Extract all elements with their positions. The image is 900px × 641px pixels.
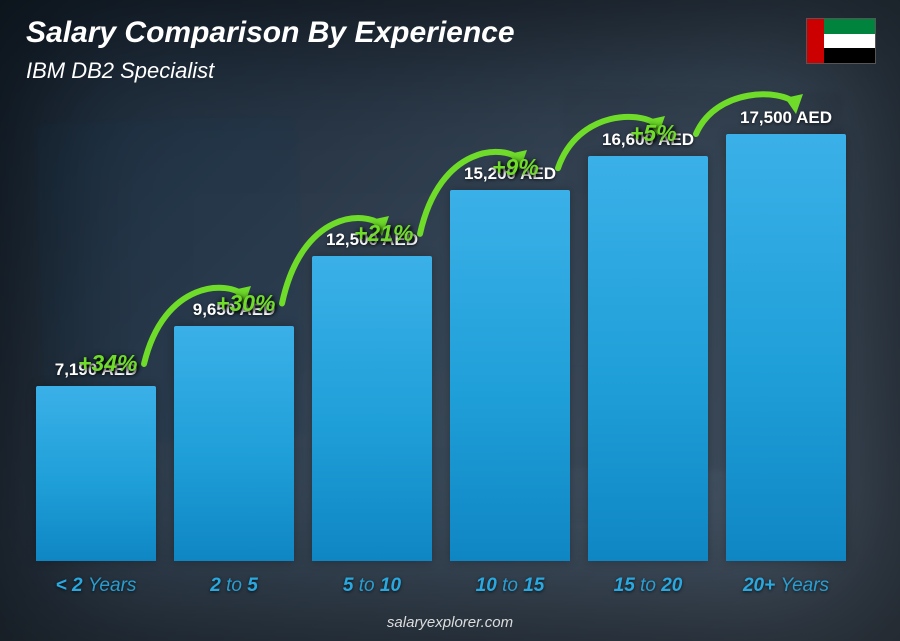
flag-stripes: [824, 19, 875, 63]
plot-area: 7,190 AED9,650 AED12,500 AED15,200 AED16…: [36, 110, 846, 561]
bar-column: 7,190 AED: [36, 386, 156, 561]
bar-value-label: 9,650 AED: [150, 300, 318, 320]
bar-value-label: 12,500 AED: [288, 230, 456, 250]
flag-fly: [807, 19, 824, 63]
x-axis-label: 10 to 15: [450, 575, 570, 597]
bar-value-label: 15,200 AED: [426, 164, 594, 184]
chart-subtitle: IBM DB2 Specialist: [26, 58, 214, 84]
flag-stripe: [824, 48, 875, 63]
bar-column: 12,500 AED: [312, 256, 432, 561]
bar: [312, 256, 432, 561]
footer-credit: salaryexplorer.com: [0, 614, 900, 631]
bar-column: 9,650 AED: [174, 326, 294, 561]
bar-value-label: 7,190 AED: [12, 360, 180, 380]
bar: [36, 386, 156, 561]
x-axis-label: 2 to 5: [174, 575, 294, 597]
bar-value-label: 17,500 AED: [702, 108, 870, 128]
bar-value-label: 16,600 AED: [564, 130, 732, 150]
bars-container: 7,190 AED9,650 AED12,500 AED15,200 AED16…: [36, 110, 846, 561]
x-axis-label: < 2 Years: [36, 575, 156, 597]
bar-column: 17,500 AED: [726, 134, 846, 561]
x-axis-label: 5 to 10: [312, 575, 432, 597]
flag-stripe: [824, 34, 875, 49]
x-axis: < 2 Years 2 to 5 5 to 10 10 to 15 15 to 20 20…: [36, 575, 846, 597]
flag-stripe: [824, 19, 875, 34]
x-axis-label: 15 to 20: [588, 575, 708, 597]
chart-title: Salary Comparison By Experience: [26, 16, 515, 50]
bar: [450, 190, 570, 561]
bar-column: 15,200 AED: [450, 190, 570, 561]
bar: [174, 326, 294, 561]
x-axis-label: 20+ Years: [726, 575, 846, 597]
bar: [588, 156, 708, 561]
bar: [726, 134, 846, 561]
bar-column: 16,600 AED: [588, 156, 708, 561]
country-flag-uae: [806, 18, 876, 64]
chart-canvas: Salary Comparison By Experience IBM DB2 …: [0, 0, 900, 641]
